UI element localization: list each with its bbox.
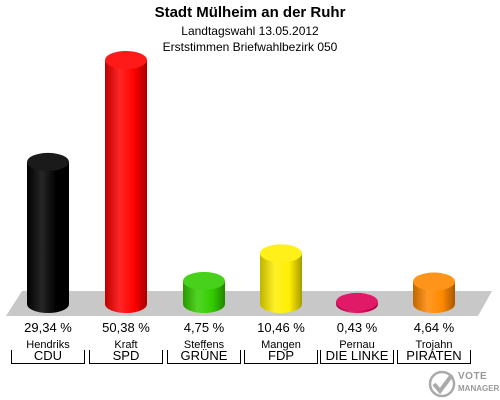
candidate-label: Kraft <box>114 339 138 351</box>
bar-cdu <box>27 152 69 313</box>
category-bracket <box>244 350 318 364</box>
category-bracket <box>397 350 471 364</box>
value-label: 4,75 % <box>183 320 225 335</box>
chart-title: Stadt Mülheim an der Ruhr <box>154 4 346 21</box>
party-label: SPD <box>112 348 140 363</box>
category-bracket <box>167 350 241 364</box>
party-label: DIE LINKE <box>325 348 389 363</box>
value-label: 0,43 % <box>336 320 378 335</box>
party-label: FDP <box>268 348 294 363</box>
value-label: 4,64 % <box>413 320 455 335</box>
category-bracket <box>89 350 163 364</box>
bar-piraten <box>413 272 455 313</box>
logo-text-vote: VOTE <box>458 371 488 382</box>
value-label: 29,34 % <box>24 320 72 335</box>
category-bracket <box>11 350 85 364</box>
bar-grüne <box>183 271 225 313</box>
party-label: PIRATEN <box>406 348 462 363</box>
party-label: GRÜNE <box>180 348 228 363</box>
party-label: CDU <box>33 348 63 363</box>
candidate-label: Steffens <box>183 339 225 351</box>
bar-fdp <box>260 244 302 313</box>
candidate-label: Trojahn <box>415 339 453 351</box>
candidate-label: Pernau <box>339 339 375 351</box>
candidate-label: Mangen <box>261 339 301 351</box>
value-label: 10,46 % <box>257 320 305 335</box>
logo-text-manager: MANAGER <box>458 384 500 393</box>
value-label: 50,38 % <box>102 320 150 335</box>
category-bracket <box>320 350 394 364</box>
candidate-label: Hendriks <box>26 339 70 351</box>
bar-die-linke <box>336 292 378 313</box>
district-subtitle: Erststimmen Briefwahlbezirk 050 <box>162 40 338 54</box>
vote-manager-logo-icon <box>428 370 456 398</box>
bar-spd <box>105 51 147 313</box>
election-date-subtitle: Landtagswahl 13.05.2012 <box>181 24 319 38</box>
